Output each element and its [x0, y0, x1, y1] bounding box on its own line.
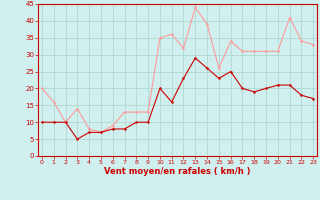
X-axis label: Vent moyen/en rafales ( km/h ): Vent moyen/en rafales ( km/h ) [104, 167, 251, 176]
